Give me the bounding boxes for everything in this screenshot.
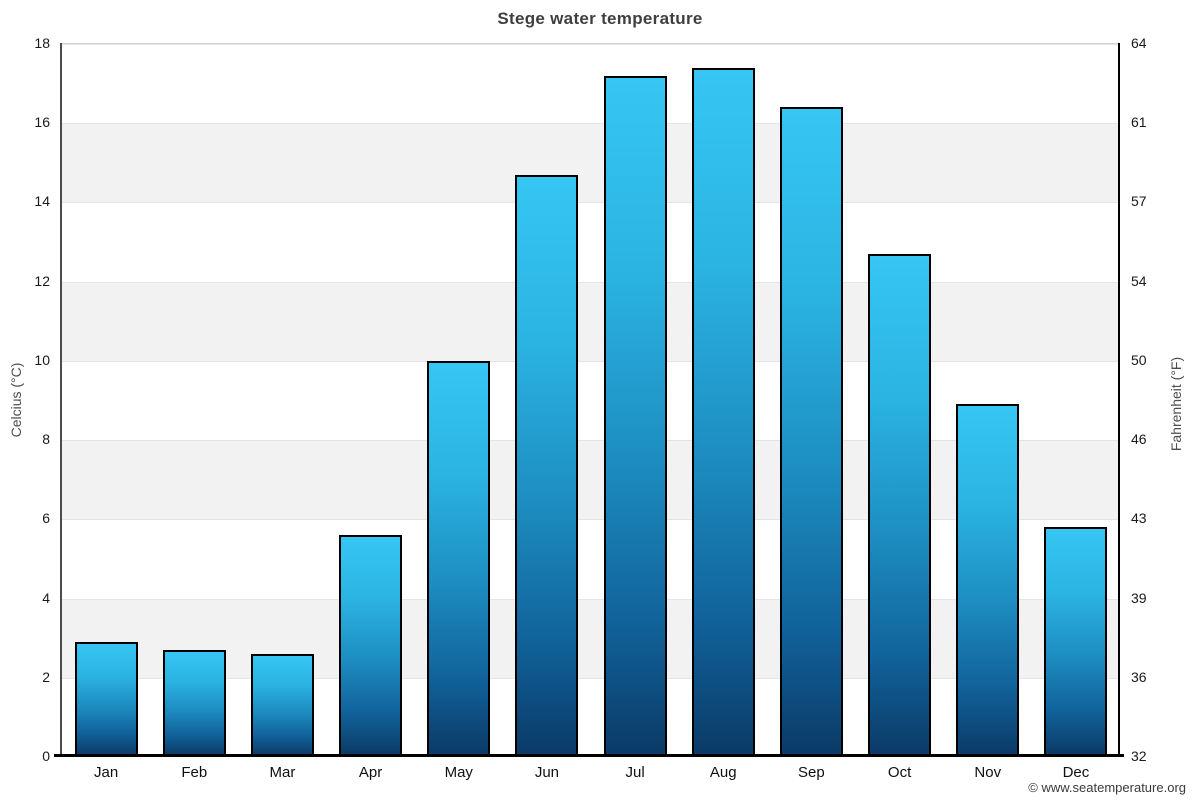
celsius-tick-label: 12 [34,272,50,289]
bar-nov[interactable] [956,404,1020,757]
fahrenheit-tick-label: 54 [1131,272,1147,289]
bottom-axis-line [54,754,1124,757]
copyright-credit-link[interactable]: © www.seatemperature.org [1028,780,1186,795]
chart-title: Stege water temperature [497,9,703,28]
month-tick-label: Apr [358,764,383,781]
fahrenheit-tick-label: 43 [1131,510,1147,527]
gridline [62,202,1120,204]
bar-jul[interactable] [603,75,667,757]
gridline [62,360,1120,362]
fahrenheit-axis-title: Fahrenheit (°F) [1168,356,1184,452]
plot-band [62,44,1120,124]
bar-mar[interactable] [250,654,314,757]
plot-band [62,519,1120,599]
right-axis-line [1118,43,1120,757]
month-tick-label: Mar [269,764,296,781]
plot-band [62,202,1120,282]
bar-oct[interactable] [868,253,932,757]
fahrenheit-tick-label: 50 [1131,351,1147,368]
month-tick-label: May [444,764,473,781]
celsius-tick-label: 8 [42,431,50,448]
gridline [62,44,1120,45]
fahrenheit-tick-label: 57 [1131,193,1147,210]
plot-band [62,123,1120,203]
celsius-tick-label: 4 [42,589,50,606]
bar-jan[interactable] [74,642,138,757]
gridline [62,123,1120,125]
plot-area [62,43,1120,757]
month-tick-label: Jan [93,764,119,781]
celsius-tick-label: 18 [34,35,50,51]
celsius-tick-label: 14 [34,193,50,210]
month-tick-label: Oct [887,764,912,781]
celsius-axis-title: Celcius (°C) [8,362,24,438]
month-tick-label: Aug [709,764,737,781]
month-tick-label: Jun [534,764,559,781]
plot-band [62,677,1120,757]
bar-jun[interactable] [515,174,579,757]
bar-dec[interactable] [1044,527,1108,757]
month-tick-label: Dec [1062,764,1090,781]
month-tick-label: Feb [181,764,208,781]
fahrenheit-tick-label: 32 [1131,748,1147,764]
gridline [62,440,1120,442]
plot-band [62,360,1120,441]
plot-band [62,598,1120,678]
fahrenheit-tick-label: 64 [1131,35,1147,51]
month-tick-label: Sep [798,764,825,781]
fahrenheit-tick-label: 61 [1131,114,1147,131]
celsius-tick-label: 10 [34,351,50,368]
fahrenheit-tick-label: 39 [1131,589,1147,606]
bar-feb[interactable] [162,650,226,757]
month-tick-label: Jul [625,764,645,781]
month-tick-label: Nov [974,764,1002,781]
plot-band [62,281,1120,361]
celsius-tick-label: 2 [42,668,50,685]
bar-sep[interactable] [779,107,843,757]
fahrenheit-tick-label: 46 [1131,431,1147,448]
bar-apr[interactable] [339,535,403,757]
celsius-tick-label: 0 [42,748,50,764]
left-axis-line [60,43,62,756]
gridline [62,519,1120,521]
gridline [62,281,1120,283]
bar-may[interactable] [427,360,491,757]
celsius-tick-label: 6 [42,510,50,527]
fahrenheit-tick-label: 36 [1131,668,1147,685]
bar-aug[interactable] [691,67,755,757]
gridline [62,598,1120,600]
gridline [62,677,1120,679]
celsius-tick-label: 16 [34,114,50,131]
plot-band [62,440,1120,520]
